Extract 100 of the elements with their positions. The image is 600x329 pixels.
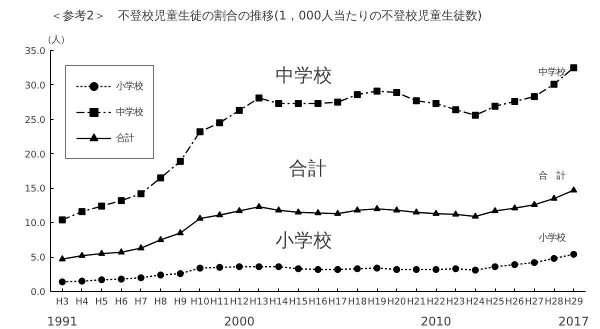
point xyxy=(118,197,125,204)
y-tick-label: 10.0 xyxy=(24,218,46,230)
x-tick-label: H7 xyxy=(134,296,148,308)
annotation: 合 計 xyxy=(538,170,566,182)
y-tick-label: 35.0 xyxy=(24,46,46,57)
point xyxy=(216,264,224,271)
point xyxy=(137,190,144,198)
point xyxy=(314,266,322,273)
x-tick-label: H18 xyxy=(348,296,367,308)
point xyxy=(275,100,282,108)
point xyxy=(432,100,440,108)
point xyxy=(511,204,518,210)
point xyxy=(216,119,224,126)
point xyxy=(275,206,282,212)
point xyxy=(196,128,204,136)
annotation: 中学校 xyxy=(276,65,333,86)
point xyxy=(294,208,302,215)
x-tick-label: H24 xyxy=(466,296,485,308)
x-tick-label: H29 xyxy=(564,296,584,308)
point xyxy=(472,266,479,274)
x-tick-label: H20 xyxy=(387,296,406,308)
point xyxy=(570,250,578,258)
point xyxy=(472,112,479,119)
point xyxy=(452,210,460,217)
point xyxy=(412,266,420,273)
point xyxy=(393,89,400,96)
x-tick-label: H6 xyxy=(114,296,128,308)
legend-label: 合計 xyxy=(116,132,136,144)
point xyxy=(412,97,420,104)
y-tick-label: 5.0 xyxy=(30,252,46,264)
point xyxy=(550,254,558,262)
point xyxy=(511,98,518,105)
point xyxy=(78,208,86,216)
point xyxy=(492,102,499,110)
point xyxy=(334,98,342,106)
x-tick-label: H10 xyxy=(190,296,210,308)
point xyxy=(314,100,322,108)
x-tick-label: H27 xyxy=(524,296,544,308)
y-tick-label: 30.0 xyxy=(24,80,46,92)
point xyxy=(412,208,420,215)
point xyxy=(176,158,184,165)
point xyxy=(275,263,282,270)
point xyxy=(550,80,558,88)
point xyxy=(98,276,106,284)
point xyxy=(137,274,144,282)
y-tick-label: 15.0 xyxy=(24,184,46,195)
x-tick-label: H22 xyxy=(426,296,446,308)
point xyxy=(176,270,184,278)
point xyxy=(98,250,106,256)
point xyxy=(216,211,224,218)
y-axis-title: （人） xyxy=(42,34,70,46)
point xyxy=(530,93,538,100)
point xyxy=(157,174,164,182)
point xyxy=(452,106,460,114)
point xyxy=(472,212,479,219)
point xyxy=(530,259,538,266)
point xyxy=(530,200,538,207)
point xyxy=(570,186,578,193)
point xyxy=(550,194,558,201)
point xyxy=(432,210,440,216)
point xyxy=(196,214,204,221)
x-tick-label: H23 xyxy=(446,296,466,308)
legend-label: 小学校 xyxy=(116,80,143,92)
x-tick-label: H9 xyxy=(174,296,187,308)
annotation: 中学校 xyxy=(538,67,566,78)
point xyxy=(78,252,86,258)
point xyxy=(236,263,243,270)
point xyxy=(374,204,381,212)
point xyxy=(236,206,243,214)
y-tick-label: 25.0 xyxy=(24,114,46,126)
point xyxy=(294,100,302,108)
point xyxy=(570,64,578,72)
x-tick-label: H13 xyxy=(250,296,268,308)
point xyxy=(354,91,361,98)
point xyxy=(255,94,262,102)
point xyxy=(393,206,400,212)
text: 1991 xyxy=(47,314,78,328)
point xyxy=(58,278,66,286)
point xyxy=(255,202,262,210)
text: 2010 xyxy=(420,314,452,328)
point xyxy=(137,244,144,250)
point xyxy=(294,265,302,272)
point xyxy=(374,264,381,272)
point xyxy=(118,248,125,254)
point xyxy=(157,236,164,242)
point xyxy=(432,266,440,273)
point xyxy=(98,202,106,210)
point xyxy=(374,88,381,95)
point xyxy=(393,266,400,273)
x-tick-label: H26 xyxy=(505,296,524,308)
annotation: 小学校 xyxy=(276,230,333,252)
legend-label: 中学校 xyxy=(116,106,143,118)
x-tick-label: H8 xyxy=(154,296,168,308)
annotation: 小学校 xyxy=(538,232,566,244)
x-tick-label: H14 xyxy=(269,296,288,308)
x-tick-label: H5 xyxy=(95,296,108,308)
x-tick-label: H17 xyxy=(328,296,348,308)
point xyxy=(354,206,361,212)
point xyxy=(314,209,322,216)
point xyxy=(334,210,342,216)
